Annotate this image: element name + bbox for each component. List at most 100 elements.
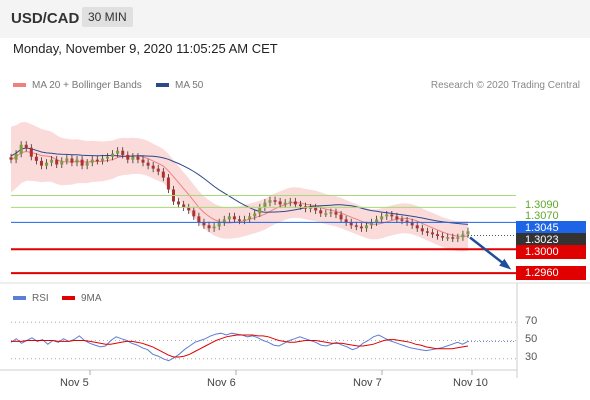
candle-body — [405, 220, 409, 223]
candle-body — [90, 159, 94, 163]
report-datetime: Monday, November 9, 2020 11:05:25 AM CET — [13, 41, 278, 56]
candle-body — [268, 200, 272, 203]
x-label-nov10: Nov 10 — [453, 377, 488, 389]
legend-rsi: RSI — [13, 293, 49, 304]
candle-body — [441, 236, 445, 238]
candle-body — [354, 225, 358, 227]
candle-body — [385, 214, 389, 217]
legend-swatch-rsi — [13, 296, 26, 301]
candle-body — [243, 219, 247, 221]
x-label-nov7: Nov 7 — [353, 377, 382, 389]
candle-body — [258, 207, 262, 214]
candle-body — [182, 204, 186, 208]
candle-body — [334, 212, 338, 215]
candle-body — [34, 156, 38, 161]
rsi-level-70: 70 — [525, 315, 538, 327]
bollinger-band — [11, 122, 468, 252]
level-r1-label: 1.3070 — [525, 210, 559, 222]
rsi-level-30: 30 — [525, 351, 538, 363]
candle-body — [390, 214, 394, 217]
candle-body — [400, 219, 404, 221]
candle-body — [278, 201, 282, 205]
candle-body — [100, 158, 104, 161]
candle-body — [166, 177, 170, 190]
rsi-ma9-line — [11, 334, 469, 358]
candle-body — [410, 222, 414, 226]
candle-body — [339, 214, 343, 220]
candle-body — [415, 225, 419, 229]
candle-body — [344, 219, 348, 223]
legend-label-rsi: RSI — [32, 293, 49, 304]
candle-body — [24, 144, 28, 148]
candle-body — [151, 165, 155, 169]
legend-swatch-ma9 — [62, 296, 75, 301]
legend-swatch-ma50 — [156, 83, 169, 88]
candle-body — [9, 157, 13, 160]
candle-body — [116, 150, 120, 154]
candle-body — [55, 159, 59, 165]
candle-body — [197, 216, 201, 223]
legend-ma9: 9MA — [62, 293, 102, 304]
research-credit: Research © 2020 Trading Central — [430, 80, 580, 91]
candle-body — [349, 222, 353, 226]
x-label-nov5: Nov 5 — [60, 377, 89, 389]
candle-body — [156, 168, 160, 172]
candle-body — [45, 162, 49, 166]
candle-body — [430, 232, 434, 235]
candle-body — [288, 201, 292, 203]
rsi-level-50: 50 — [525, 333, 538, 345]
candle-body — [19, 144, 23, 154]
candle-body — [456, 237, 460, 239]
candle-body — [222, 219, 226, 223]
timeframe-badge[interactable]: 30 MIN — [82, 7, 133, 27]
candle-body — [60, 160, 64, 165]
candle-body — [111, 153, 115, 157]
rsi-line — [10, 332, 469, 362]
candle-body — [232, 216, 236, 220]
legend-ma50: MA 50 — [156, 80, 203, 91]
candle-body — [29, 147, 33, 157]
candle-body — [263, 202, 267, 208]
candle-body — [375, 219, 379, 223]
legend-bollinger: MA 20 + Bollinger Bands — [13, 80, 142, 91]
candle-body — [14, 153, 18, 160]
candle-body — [207, 225, 211, 229]
support1-price-tag: 1.3000 — [516, 245, 586, 259]
candle-body — [126, 154, 130, 160]
candle-body — [309, 207, 313, 209]
x-label-nov6: Nov 6 — [207, 377, 236, 389]
candle-body — [283, 202, 287, 205]
candle-body — [370, 222, 374, 226]
candle-body — [177, 201, 181, 205]
candle-body — [105, 156, 109, 159]
candle-body — [319, 210, 323, 214]
candle-body — [273, 200, 277, 202]
header-bar: USD/CAD 30 MIN — [0, 0, 590, 38]
candle-body — [451, 237, 455, 239]
candle-body — [436, 234, 440, 237]
legend-label-bollinger: MA 20 + Bollinger Bands — [32, 80, 142, 91]
candle-body — [293, 201, 297, 205]
legend-label-ma9: 9MA — [81, 293, 102, 304]
candle-body — [39, 160, 43, 166]
candle-body — [227, 216, 231, 220]
candle-body — [75, 159, 79, 163]
candle-body — [364, 225, 368, 229]
candle-body — [85, 162, 89, 166]
candle-body — [446, 237, 450, 239]
candle-body — [324, 213, 328, 215]
candle-body — [146, 162, 150, 166]
candle-body — [314, 207, 318, 211]
candle-body — [380, 216, 384, 220]
candle-body — [466, 231, 470, 235]
legend-swatch-bollinger — [13, 83, 26, 88]
candle-body — [141, 159, 145, 163]
pivot-price-tag: 1.3045 — [516, 221, 586, 235]
forecast-arrow-shaft — [469, 236, 509, 269]
candle-body — [131, 156, 135, 160]
candle-body — [238, 219, 241, 221]
candle-body — [420, 228, 424, 232]
candle-body — [395, 216, 399, 220]
candle-body — [161, 171, 165, 178]
